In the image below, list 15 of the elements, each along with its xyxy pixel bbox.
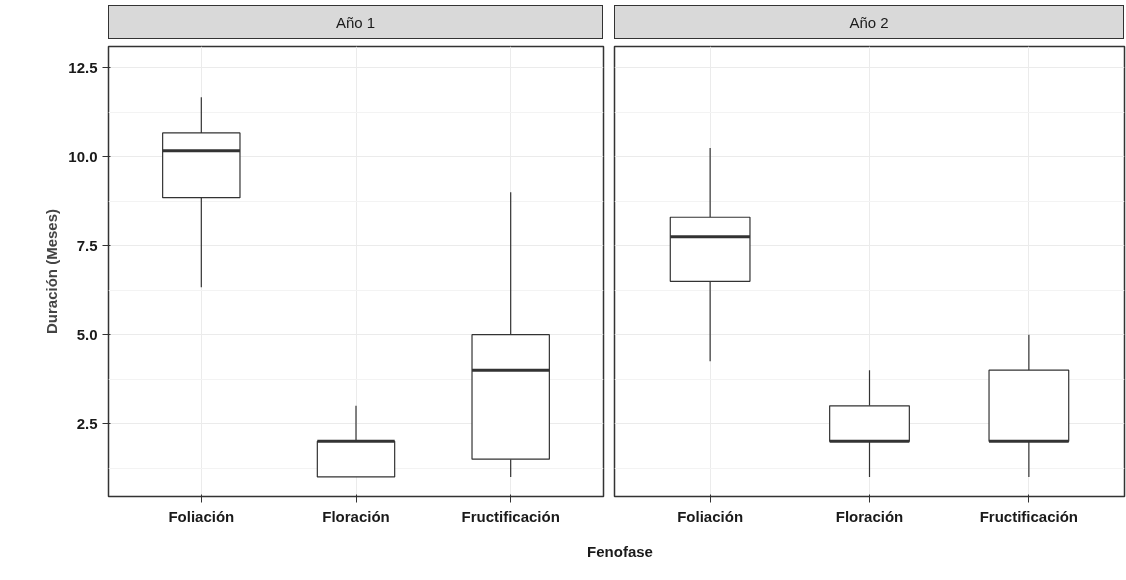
y-axis-title: Duración (Meses) xyxy=(43,208,61,335)
x-tick-label: Fructificación xyxy=(979,507,1079,525)
x-tick-label: Floración xyxy=(322,507,390,525)
y-tick-label: 2.5 xyxy=(76,414,98,432)
x-tick-label: Floración xyxy=(835,507,904,525)
x-tick-label: Fructificación xyxy=(461,507,560,525)
y-tick-label: 10.0 xyxy=(68,147,98,165)
chart-title: Año 2 xyxy=(849,13,889,33)
y-tick-label: 12.5 xyxy=(68,58,98,76)
x-tick-label: Foliación xyxy=(168,507,235,525)
x-axis-title: Fenofase xyxy=(587,542,653,562)
y-tick-label: 5.0 xyxy=(76,325,98,343)
x-tick-label: Foliación xyxy=(677,507,744,525)
chart-title: Año 1 xyxy=(335,13,376,33)
y-tick-label: 7.5 xyxy=(76,236,98,254)
